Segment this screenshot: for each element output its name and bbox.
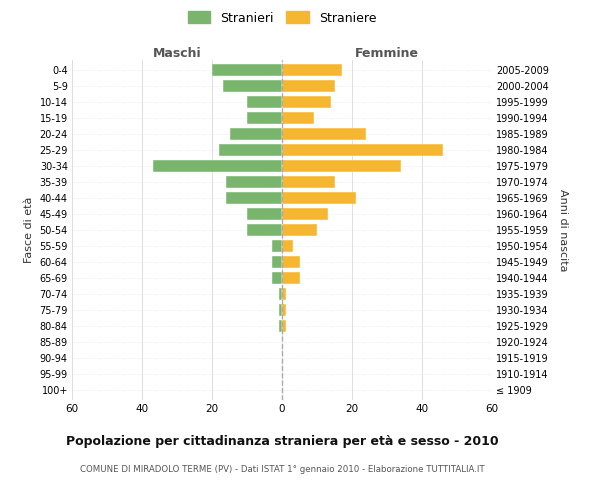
Bar [282, 224, 317, 236]
Y-axis label: Fasce di età: Fasce di età [24, 197, 34, 263]
Bar [282, 144, 443, 156]
Bar [278, 288, 282, 300]
Bar [282, 64, 341, 76]
Text: Popolazione per cittadinanza straniera per età e sesso - 2010: Popolazione per cittadinanza straniera p… [65, 435, 499, 448]
Bar [282, 128, 366, 140]
Bar [271, 272, 282, 284]
Bar [282, 80, 335, 92]
Bar [247, 96, 282, 108]
Y-axis label: Anni di nascita: Anni di nascita [559, 188, 568, 271]
Bar [282, 272, 299, 284]
Bar [152, 160, 282, 172]
Bar [282, 256, 299, 268]
Bar [271, 256, 282, 268]
Bar [282, 288, 286, 300]
Bar [282, 112, 314, 124]
Text: COMUNE DI MIRADOLO TERME (PV) - Dati ISTAT 1° gennaio 2010 - Elaborazione TUTTIT: COMUNE DI MIRADOLO TERME (PV) - Dati IST… [80, 465, 484, 474]
Bar [282, 192, 355, 204]
Bar [282, 96, 331, 108]
Text: Maschi: Maschi [152, 47, 202, 60]
Text: Femmine: Femmine [355, 47, 419, 60]
Bar [247, 112, 282, 124]
Bar [282, 176, 335, 188]
Bar [229, 128, 282, 140]
Bar [282, 160, 401, 172]
Bar [282, 208, 328, 220]
Bar [278, 304, 282, 316]
Bar [223, 80, 282, 92]
Bar [247, 224, 282, 236]
Bar [282, 320, 286, 332]
Bar [247, 208, 282, 220]
Bar [282, 240, 293, 252]
Bar [271, 240, 282, 252]
Bar [278, 320, 282, 332]
Bar [226, 176, 282, 188]
Bar [212, 64, 282, 76]
Bar [226, 192, 282, 204]
Bar [282, 304, 286, 316]
Bar [219, 144, 282, 156]
Legend: Stranieri, Straniere: Stranieri, Straniere [188, 11, 376, 24]
